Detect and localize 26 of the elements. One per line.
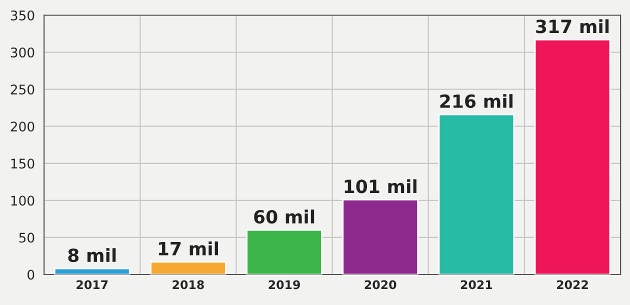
bar xyxy=(246,229,322,274)
bar xyxy=(438,114,515,274)
bar xyxy=(150,261,226,274)
x-tick-label: 2017 xyxy=(76,280,108,290)
data-label: 216 mil xyxy=(440,94,513,108)
x-tick-label: 2019 xyxy=(268,280,300,290)
bar xyxy=(342,198,419,274)
x-tick-label: 2021 xyxy=(460,280,492,290)
y-tick-label: 200 xyxy=(10,122,34,132)
data-label: 17 mil xyxy=(158,241,218,256)
data-label: 8 mil xyxy=(68,248,116,262)
x-tick-label: 2018 xyxy=(172,280,204,290)
y-tick-label: 300 xyxy=(10,48,34,58)
data-label: 60 mil xyxy=(254,210,314,224)
y-tick-label: 250 xyxy=(10,84,34,95)
bar xyxy=(54,268,130,274)
x-tick-label: 2020 xyxy=(364,280,396,290)
y-tick-label: 150 xyxy=(11,158,34,169)
data-label: 317 mil xyxy=(536,19,609,34)
bar xyxy=(534,39,611,274)
y-tick-label: 50 xyxy=(19,232,34,243)
y-tick-label: 0 xyxy=(28,270,34,280)
y-tick-label: 350 xyxy=(10,10,34,20)
data-label: 101 mil xyxy=(344,179,416,194)
x-tick-label: 2022 xyxy=(557,280,588,290)
y-tick-label: 100 xyxy=(11,196,34,206)
